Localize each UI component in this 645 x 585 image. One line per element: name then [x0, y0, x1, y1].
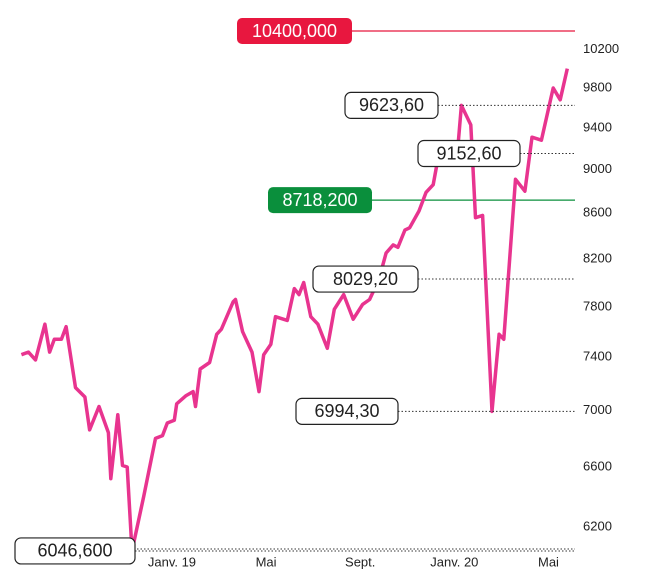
y-tick-label: 7400: [583, 349, 612, 364]
y-tick-label: 8200: [583, 250, 612, 265]
callout-box: [312, 265, 419, 293]
reference-box: [237, 18, 352, 44]
x-tick-label: Janv. 19: [148, 554, 196, 569]
callout-box: [417, 139, 521, 168]
x-tick-label: Sept.: [345, 554, 375, 569]
y-tick-label: 9000: [583, 161, 612, 176]
callout-box: [14, 537, 136, 565]
line: [20, 68, 570, 553]
y-tick-label: 6600: [583, 458, 612, 473]
callout-box: [295, 397, 399, 425]
reference-box: [268, 187, 372, 214]
callout-box: [344, 91, 439, 119]
reference-label: 10400,000: [252, 21, 337, 41]
x-tick-label: Janv. 20: [430, 554, 478, 569]
callout-label: 8029,20: [333, 269, 398, 289]
callout-label: 6046,600: [37, 541, 112, 561]
x-tick-label: Mai: [256, 554, 277, 569]
x-tick-label: Mai: [538, 554, 559, 569]
y-tick-label: 7800: [583, 298, 612, 313]
y-tick-label: 9800: [583, 79, 612, 94]
reference-label: 8718,200: [282, 190, 357, 210]
y-tick-label: 10200: [583, 41, 619, 56]
callout-label: 9152,60: [436, 143, 501, 163]
callout-label: 9623,60: [359, 95, 424, 115]
callout-label: 6994,30: [314, 401, 379, 421]
y-tick-label: 6200: [583, 518, 612, 533]
y-tick-label: 8600: [583, 205, 612, 220]
y-tick-label: 9400: [583, 119, 612, 134]
y-tick-label: 7000: [583, 402, 612, 417]
